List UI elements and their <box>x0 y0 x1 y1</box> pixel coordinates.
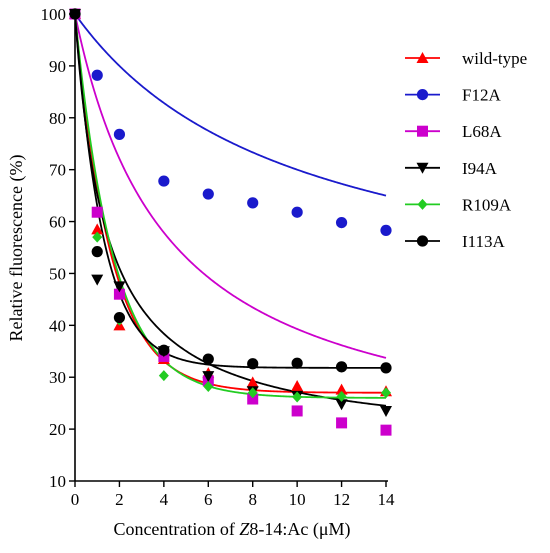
data-point <box>336 390 347 402</box>
data-point <box>91 206 103 218</box>
data-point <box>292 391 303 403</box>
series-f12a <box>69 8 392 236</box>
data-markers <box>69 8 392 436</box>
legend: wild-type F12A L68A I94A R109A I113A <box>405 49 527 251</box>
y-tick-label: 90 <box>49 57 66 76</box>
data-point <box>158 370 169 382</box>
data-point <box>91 223 104 235</box>
y-tick-label: 30 <box>49 368 66 387</box>
data-point <box>158 344 170 356</box>
data-point <box>113 311 126 324</box>
data-point <box>291 380 304 392</box>
x-tick-label: 14 <box>378 490 396 509</box>
data-point <box>335 383 348 395</box>
series-wild-type <box>69 8 392 397</box>
fit-curve-wild-type <box>74 13 386 394</box>
data-point <box>247 387 258 399</box>
legend-label: R109A <box>462 195 512 214</box>
legend-item: I94A <box>405 159 498 178</box>
series-i113a <box>69 8 392 374</box>
data-point <box>247 197 259 209</box>
data-point <box>291 206 303 218</box>
y-tick-label: 40 <box>49 316 66 335</box>
fit-curve-r109a <box>74 13 386 399</box>
x-tick-label: 12 <box>333 490 350 509</box>
data-point <box>92 231 103 243</box>
y-tick-label: 60 <box>49 213 66 232</box>
fit-curve-i113a <box>74 13 386 369</box>
x-tick-label: 4 <box>160 490 169 509</box>
legend-label: L68A <box>462 122 502 141</box>
x-tick-label: 8 <box>248 490 257 509</box>
data-point <box>380 405 392 417</box>
legend-label: I94A <box>462 159 498 178</box>
data-point <box>91 69 103 81</box>
data-point <box>91 274 104 286</box>
data-point <box>202 188 214 200</box>
fit-curve-f12a <box>74 13 387 197</box>
data-point <box>113 281 126 293</box>
data-point <box>291 405 303 417</box>
fit-curve-i94a <box>74 13 387 407</box>
x-axis-label: Concentration of Z8-14:Ac (μM) <box>113 519 350 540</box>
data-point <box>202 353 214 365</box>
legend-item: L68A <box>405 122 502 141</box>
x-tick-label: 6 <box>204 490 213 509</box>
x-axis-label-part-2: 8-14:Ac (μM) <box>249 519 350 540</box>
data-point <box>381 387 391 399</box>
data-point <box>203 381 214 393</box>
legend-item: I113A <box>405 232 506 251</box>
series-r109a <box>70 8 391 403</box>
x-axis-label-part-1: Concentration of <box>113 519 239 539</box>
data-point <box>335 399 348 411</box>
data-point <box>113 128 126 140</box>
legend-item: R109A <box>405 195 512 214</box>
x-tick-label: 2 <box>115 490 124 509</box>
x-tick-label: 10 <box>289 490 306 509</box>
x-axis-label-italic-part: Z <box>239 519 250 539</box>
fit-curve-l68a <box>74 13 387 359</box>
y-tick-label: 20 <box>49 420 66 439</box>
y-axis-label: Relative fluorescence (%) <box>6 155 27 342</box>
data-point <box>335 216 348 229</box>
data-point <box>69 8 81 20</box>
y-tick-label: 70 <box>49 161 66 180</box>
data-point <box>113 288 125 300</box>
y-tick-label: 100 <box>41 5 67 24</box>
data-point <box>380 424 392 436</box>
legend-marker <box>416 89 429 101</box>
axes: 10 20 30 40 50 60 70 80 90 100 0 2 4 6 8 10 12 14 <box>41 5 396 509</box>
data-point <box>247 393 259 405</box>
legend-item: F12A <box>405 86 501 105</box>
y-tick-label: 10 <box>49 472 66 491</box>
fit-curves <box>74 13 387 407</box>
data-point <box>291 357 303 369</box>
legend-marker <box>417 198 428 210</box>
legend-label: I113A <box>462 232 506 251</box>
legend-label: F12A <box>462 86 501 105</box>
data-point <box>335 361 348 373</box>
data-point <box>380 362 392 374</box>
x-tick-label: 0 <box>71 490 80 509</box>
data-point <box>246 376 259 388</box>
legend-label: wild-type <box>462 49 527 68</box>
data-point <box>336 417 348 429</box>
series-i94a <box>69 9 392 417</box>
legend-marker <box>416 235 429 247</box>
data-point <box>380 224 392 236</box>
data-point <box>202 371 215 383</box>
y-tick-label: 80 <box>49 109 66 128</box>
y-tick-label: 50 <box>49 264 66 283</box>
data-point <box>91 246 103 258</box>
legend-item: wild-type <box>405 49 527 68</box>
data-point <box>247 358 259 370</box>
legend-marker <box>416 52 429 63</box>
legend-marker <box>416 162 429 174</box>
data-point <box>158 175 170 187</box>
legend-marker <box>417 125 428 137</box>
